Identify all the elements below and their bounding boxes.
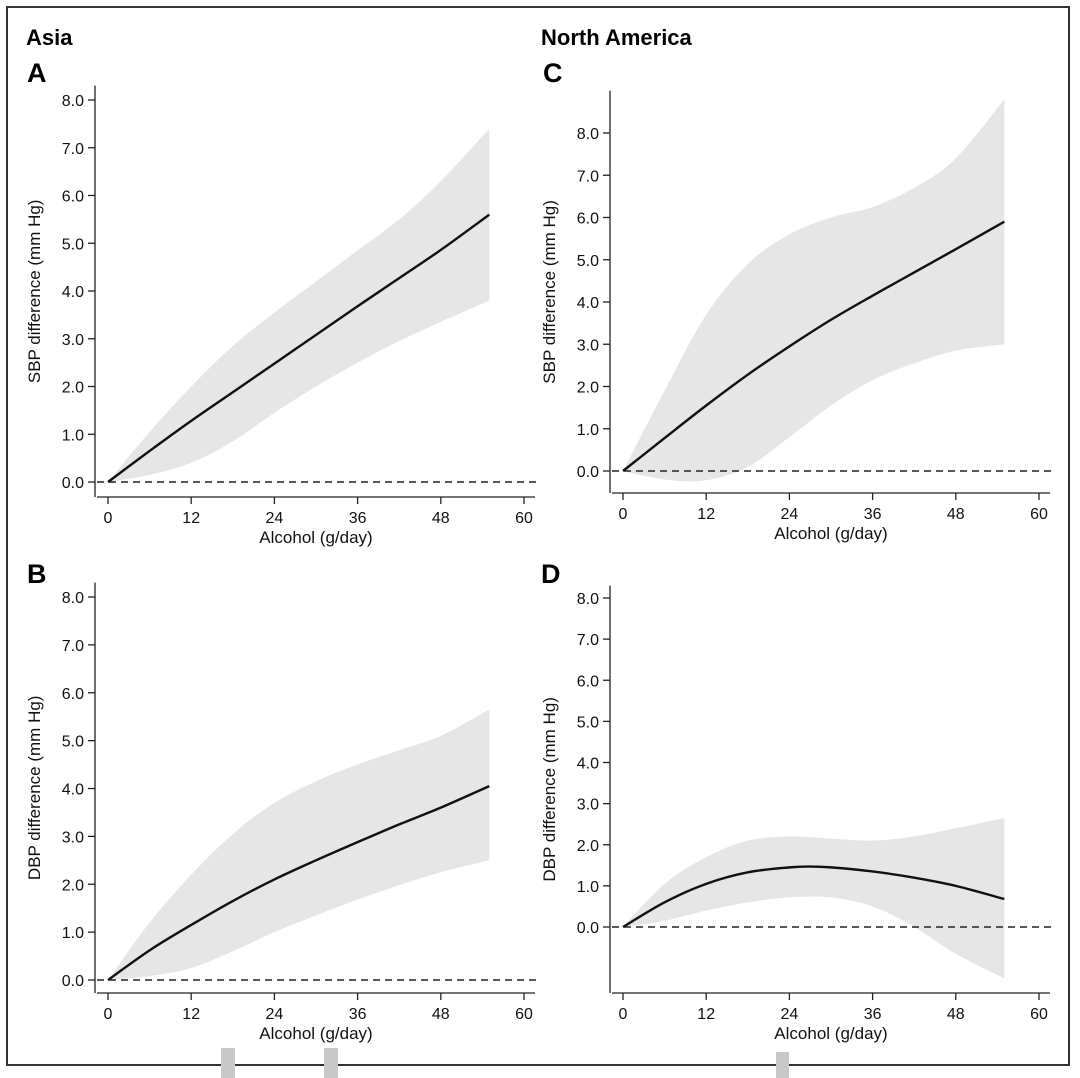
x-axis-title: Alcohol (g/day): [774, 1024, 887, 1043]
x-tick-label: 12: [182, 1006, 200, 1023]
y-tick-label: 7.0: [577, 632, 599, 649]
y-tick-label: 5.0: [62, 236, 84, 253]
y-tick-label: 2.0: [577, 838, 599, 855]
x-tick-label: 12: [182, 510, 200, 527]
panel-b-chart: 0.0 1.0 2.0 3.0 4.0 5.0 6.0 7.0 8.0 0 12 24 36 48 60 Al…: [25, 582, 539, 1043]
y-tick-label: 3.0: [62, 829, 84, 846]
y-tick-label: 4.0: [62, 782, 84, 799]
x-tick-label: 0: [619, 506, 628, 523]
y-tick-label: 5.0: [62, 734, 84, 751]
panel-d-chart: 0.0 1.0 2.0 3.0 4.0 5.0 6.0 7.0 8.0 0 12 24 36 48 60 Al…: [540, 585, 1054, 1043]
panel-letter-c: C: [543, 58, 563, 88]
x-tick-label: 12: [697, 506, 715, 523]
y-tick-label: 1.0: [577, 422, 599, 439]
y-tick-label: 1.0: [62, 925, 84, 942]
panel-letter-b: B: [27, 559, 47, 589]
x-tick-label: 24: [266, 510, 284, 527]
y-tick-label: 8.0: [62, 590, 84, 607]
estimate-line: [622, 220, 1005, 472]
x-tick-label: 12: [697, 1006, 715, 1023]
panel-c-chart: 0.0 1.0 2.0 3.0 4.0 5.0 6.0 7.0 8.0 0 12 24 36 48 60 Al…: [540, 90, 1054, 543]
x-tick-label: 48: [947, 1006, 965, 1023]
y-tick-label: 0.0: [577, 920, 599, 937]
y-tick-label: 3.0: [577, 797, 599, 814]
y-tick-label: 2.0: [577, 380, 599, 397]
y-tick-label: 4.0: [62, 284, 84, 301]
y-tick-label: 2.0: [62, 380, 84, 397]
x-tick-label: 60: [515, 1006, 533, 1023]
panel-a-chart: 0.0 1.0 2.0 3.0 4.0 5.0 6.0 7.0 8.0 0 12 24 36 48 60 Al…: [25, 85, 539, 547]
decorative-gray-block: [776, 1052, 789, 1078]
x-axis-title: Alcohol (g/day): [774, 524, 887, 543]
y-tick-label: 6.0: [62, 686, 84, 703]
confidence-band: [623, 818, 1005, 979]
x-tick-label: 48: [432, 510, 450, 527]
decorative-gray-block: [324, 1048, 338, 1078]
y-axis-title: SBP difference (mm Hg): [25, 200, 44, 384]
panel-letter-a: A: [27, 58, 47, 88]
x-axis-title: Alcohol (g/day): [259, 528, 372, 547]
x-axis-title: Alcohol (g/day): [259, 1024, 372, 1043]
figure-frame: [6, 6, 1070, 1066]
confidence-band: [623, 99, 1005, 482]
x-tick-label: 60: [1030, 506, 1048, 523]
x-tick-label: 24: [781, 1006, 799, 1023]
y-tick-label: 3.0: [577, 337, 599, 354]
estimate-line: [622, 865, 1005, 929]
y-tick-label: 0.0: [62, 475, 84, 492]
y-tick-label: 1.0: [62, 427, 84, 444]
y-tick-label: 4.0: [577, 756, 599, 773]
y-tick-label: 5.0: [577, 714, 599, 731]
y-tick-label: 3.0: [62, 332, 84, 349]
y-tick-label: 0.0: [577, 464, 599, 481]
x-tick-label: 48: [947, 506, 965, 523]
x-tick-label: 60: [1030, 1006, 1048, 1023]
y-tick-label: 8.0: [62, 93, 84, 110]
y-tick-label: 7.0: [577, 168, 599, 185]
estimate-line: [107, 213, 491, 483]
x-tick-label: 36: [349, 1006, 367, 1023]
confidence-band: [108, 709, 490, 980]
x-tick-label: 0: [104, 510, 113, 527]
x-tick-label: 0: [619, 1006, 628, 1023]
panel-letter-d: D: [541, 559, 561, 589]
confidence-band: [108, 128, 490, 482]
region-title-asia: Asia: [26, 25, 73, 50]
y-tick-label: 6.0: [577, 211, 599, 228]
x-tick-label: 48: [432, 1006, 450, 1023]
y-tick-label: 0.0: [62, 973, 84, 990]
decorative-gray-block: [221, 1048, 235, 1078]
y-axis-title: SBP difference (mm Hg): [540, 200, 559, 384]
y-tick-label: 6.0: [577, 673, 599, 690]
x-tick-label: 36: [864, 1006, 882, 1023]
y-tick-label: 7.0: [62, 141, 84, 158]
x-tick-label: 0: [104, 1006, 113, 1023]
x-tick-label: 24: [781, 506, 799, 523]
x-tick-label: 24: [266, 1006, 284, 1023]
y-tick-label: 1.0: [577, 879, 599, 896]
y-tick-label: 6.0: [62, 189, 84, 206]
y-tick-label: 5.0: [577, 253, 599, 270]
y-tick-label: 2.0: [62, 877, 84, 894]
estimate-line: [107, 785, 490, 981]
x-tick-label: 36: [349, 510, 367, 527]
y-tick-label: 8.0: [577, 126, 599, 143]
y-tick-label: 8.0: [577, 591, 599, 608]
y-axis-title: DBP difference (mm Hg): [25, 696, 44, 881]
y-tick-label: 4.0: [577, 295, 599, 312]
x-tick-label: 60: [515, 510, 533, 527]
y-axis-title: DBP difference (mm Hg): [540, 697, 559, 882]
region-title-north-america: North America: [541, 25, 693, 50]
x-tick-label: 36: [864, 506, 882, 523]
y-tick-label: 7.0: [62, 638, 84, 655]
